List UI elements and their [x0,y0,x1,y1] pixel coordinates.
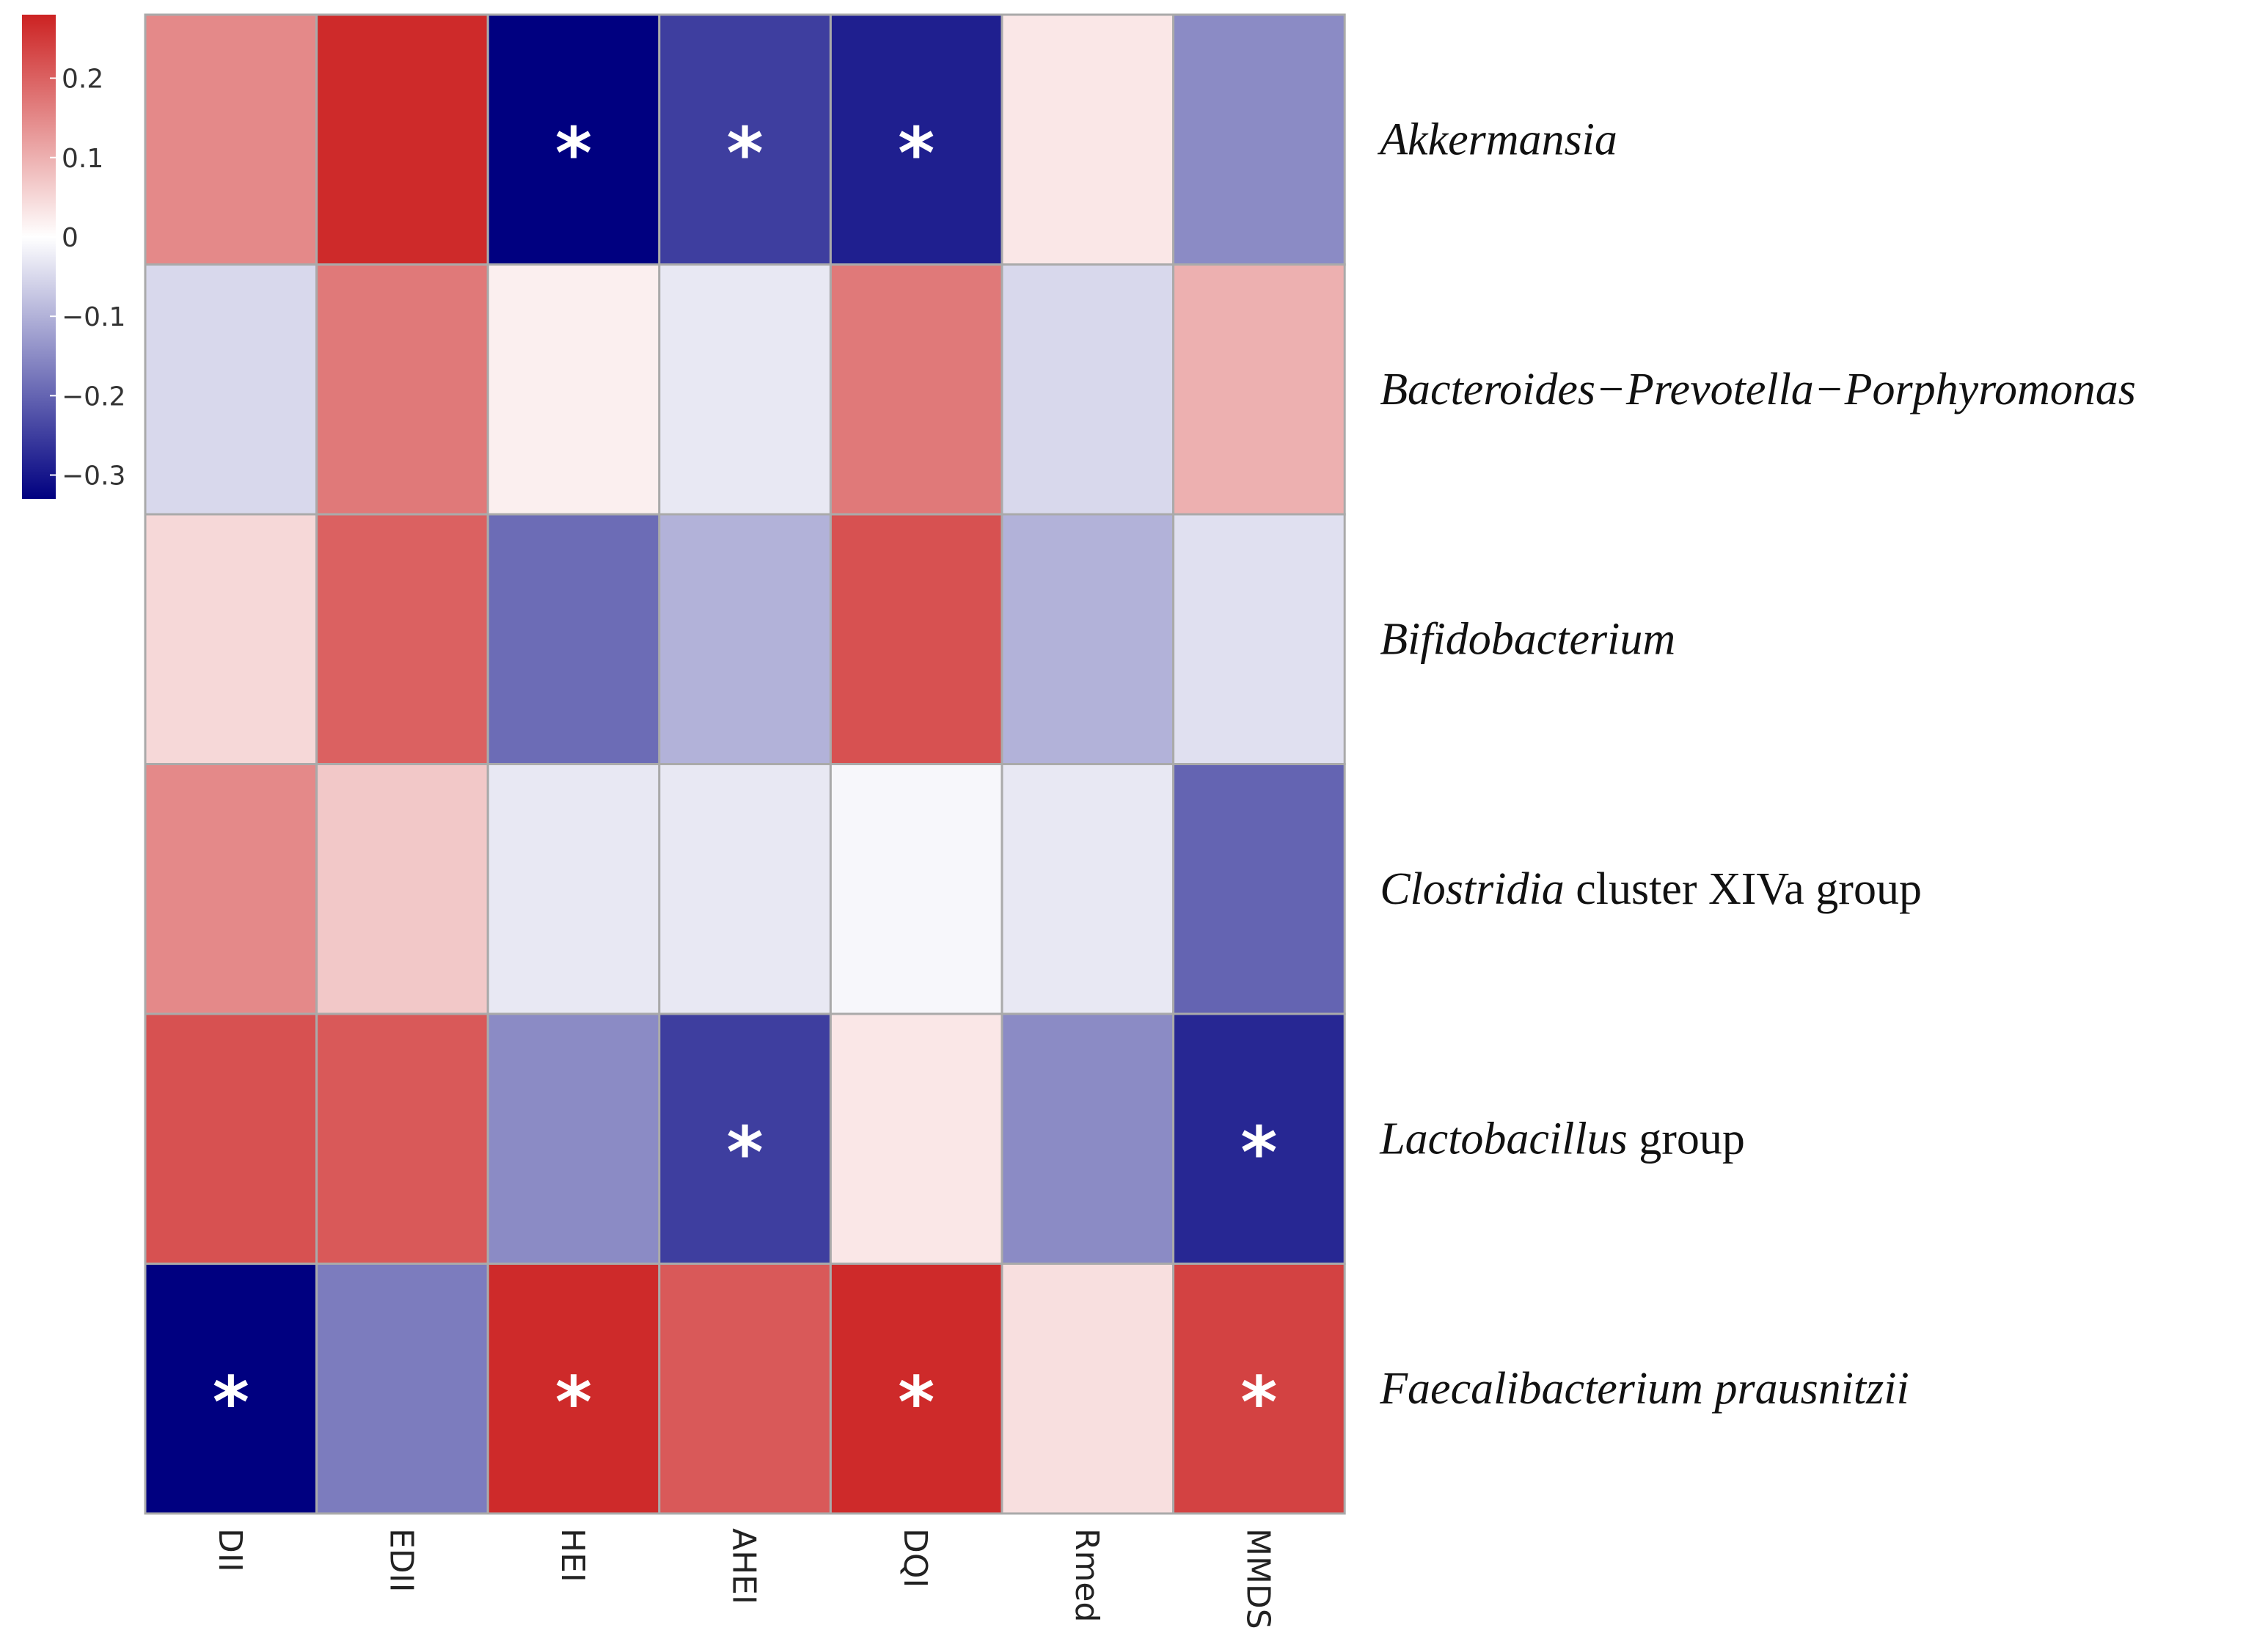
heatmap-cell [1172,1263,1346,1515]
column-labels: DII EDII HEI AHEI DQI Rmed MMDS [211,1528,1277,1629]
heatmap-cell [658,1263,832,1515]
colorbar: 0.2 0.1 0 −0.1 −0.2 −0.3 [22,15,125,499]
heatmap-cell [486,763,661,1015]
heatmap-cell [315,1012,489,1265]
significance-star: * [1240,1362,1277,1444]
heatmap-cell [1172,513,1346,765]
heatmap-cell [315,763,489,1015]
colorbar-gradient [22,15,56,499]
column-label: MMDS [1239,1528,1276,1629]
heatmap-cell [658,513,832,765]
column-label: AHEI [725,1528,763,1604]
row-label-segment: Bifidobacterium [1380,614,1675,664]
heatmap-cell [1001,1263,1175,1515]
row-label: Akkermansia [1377,114,1617,164]
heatmap-cell [486,1263,661,1515]
colorbar-tick-label: −0.1 [62,302,125,332]
row-label-segment: Akkermansia [1377,114,1617,164]
heatmap-cell [829,1263,1003,1515]
heatmap-cell [1172,13,1346,266]
row-label: Lactobacillus group [1379,1114,1745,1164]
row-label: Bacteroides−Prevotella−Porphyromonas [1380,365,2136,415]
row-label-segment: Lactobacillus [1379,1114,1628,1164]
significance-star: * [1240,1111,1277,1194]
significance-star: * [898,112,934,194]
colorbar-tick-label: −0.3 [62,461,125,492]
heatmap-cell [1001,1012,1175,1265]
significance-star: * [726,1111,763,1194]
heatmap-cell [315,263,489,516]
heatmap-cell [486,513,661,765]
column-label: EDII [382,1528,420,1593]
heatmap-cell [658,263,832,516]
heatmap-cell [486,1012,661,1265]
heatmap-cell [1001,263,1175,516]
heatmap-cell [144,263,318,516]
heatmap-cell [486,263,661,516]
heatmap-cell [829,1012,1003,1265]
heatmap-cell [658,1012,832,1265]
heatmap-cell [315,513,489,765]
heatmap-cell [829,763,1003,1015]
column-label: HEI [554,1528,591,1582]
heatmap-cell [144,13,318,266]
significance-markers: * * * * * * * * * [213,112,1278,1444]
heatmap-cells [144,13,1346,1515]
significance-star: * [898,1362,934,1444]
heatmap-cell [144,1263,318,1515]
row-label-segment: Bacteroides−Prevotella−Porphyromonas [1380,365,2136,415]
heatmap-cell [1172,763,1346,1015]
heatmap-cell [1001,763,1175,1015]
colorbar-tick-label: 0.2 [62,65,103,95]
row-labels: Akkermansia Bacteroides−Prevotella−Porphy… [1377,114,2136,1414]
heatmap-cell [1001,513,1175,765]
row-label: Clostridia cluster XIVa group [1380,864,1922,914]
heatmap-cell [829,263,1003,516]
column-label: Rmed [1068,1528,1105,1622]
heatmap-cell [1001,13,1175,266]
row-label-segment: Clostridia [1380,864,1565,914]
heatmap-cell [1172,263,1346,516]
significance-star: * [213,1362,249,1444]
heatmap-cell [144,513,318,765]
heatmap-cell [829,513,1003,765]
row-label-segment: group [1628,1114,1745,1164]
significance-star: * [555,1362,592,1444]
heatmap-cell [144,763,318,1015]
significance-star: * [555,112,592,194]
row-label-segment: cluster XIVa group [1565,864,1922,914]
significance-star: * [726,112,763,194]
colorbar-tick-label: 0.1 [62,144,103,174]
column-label: DQI [896,1528,934,1588]
column-label: DII [211,1528,249,1572]
colorbar-tick-label: 0 [62,223,78,253]
heatmap-cell [658,763,832,1015]
heatmap-cell [1172,1012,1346,1265]
heatmap-cell [144,1012,318,1265]
heatmap-cell [315,1263,489,1515]
row-label: Bifidobacterium [1380,614,1675,664]
colorbar-tick-label: −0.2 [62,381,125,412]
row-label: Faecalibacterium prausnitzii [1379,1364,1909,1414]
row-label-segment: Faecalibacterium prausnitzii [1379,1364,1909,1414]
heatmap-cell [315,13,489,266]
